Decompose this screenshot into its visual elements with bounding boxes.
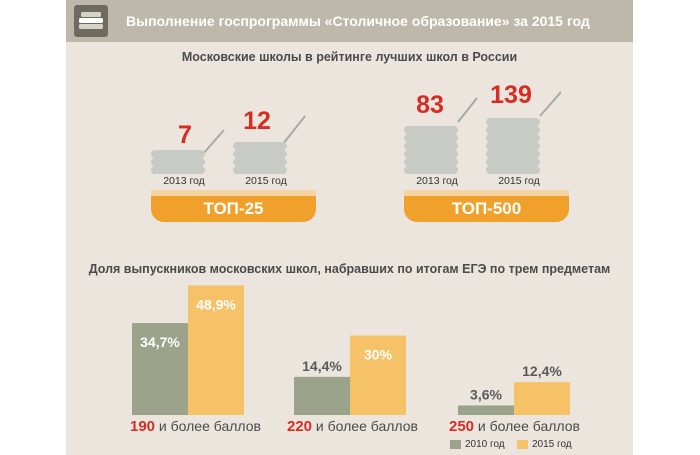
top500-badge: ТОП-500 (404, 196, 569, 222)
rating-section-title: Московские школы в рейтинге лучших школ … (181, 50, 518, 64)
data-label: 34,7% (140, 334, 180, 350)
data-label: 3,6% (470, 386, 502, 402)
year-label: 2013 год (163, 175, 205, 187)
bar-2015-3 (514, 382, 570, 415)
category-text: и более баллов (315, 418, 418, 434)
bar-2015-2 (350, 335, 406, 415)
top500-2013-value: 83 (416, 91, 444, 119)
top25-2015-value: 12 (243, 107, 271, 135)
legend-swatch (517, 439, 528, 449)
book-stack-2013: 7 2013 год (151, 88, 226, 190)
category-label: 220 и более баллов (287, 418, 418, 435)
data-label: 30% (364, 347, 393, 363)
book-stack-2015: 12 2015 год (233, 88, 308, 190)
bar-2015-1 (188, 285, 244, 415)
legend-swatch (450, 439, 461, 449)
category-number: 190 (130, 418, 156, 435)
top25-panel: 7 2013 год 12 2015 год ТОП-25 (151, 88, 316, 224)
bar-2010-2 (294, 376, 350, 415)
chart-title: Доля выпускников московских школ, набрав… (88, 262, 611, 276)
category-text: и более баллов (477, 418, 580, 434)
legend-item-2010: 2010 год (450, 439, 505, 450)
data-label: 12,4% (522, 363, 562, 379)
bar-2010-3 (458, 405, 514, 415)
book-stack-2013: 83 2013 год (404, 88, 479, 190)
book-stack-2015: 139 2015 год (486, 81, 561, 190)
year-label: 2015 год (498, 175, 540, 187)
badge-shelf (404, 190, 569, 196)
top500-2015-value: 139 (490, 81, 532, 109)
badge-shelf (151, 190, 316, 196)
legend-label: 2010 год (465, 439, 505, 450)
category-label: 250 и более баллов (449, 418, 580, 435)
category-label: 190 и более баллов (130, 418, 261, 435)
year-label: 2015 год (245, 175, 287, 187)
year-label: 2013 год (416, 175, 458, 187)
data-label: 14,4% (302, 358, 342, 374)
category-number: 220 (287, 418, 313, 435)
header-bar: Выполнение госпрограммы «Столичное образ… (66, 0, 633, 42)
legend-label: 2015 год (532, 439, 572, 450)
bar-chart: 34,7% 48,9% 14,4% 30% 3,6% 12,4% (132, 285, 570, 415)
category-text: и более баллов (158, 418, 261, 434)
books-icon (74, 5, 108, 37)
bar-2010-1 (132, 323, 188, 415)
top25-badge: ТОП-25 (151, 196, 316, 222)
category-number: 250 (449, 418, 475, 435)
infographic-panel: Выполнение госпрограммы «Столичное образ… (66, 0, 633, 455)
legend-item-2015: 2015 год (517, 439, 572, 450)
top25-2013-value: 7 (178, 121, 192, 149)
top500-panel: 83 2013 год 139 2015 год ТОП-500 (404, 81, 569, 224)
page-title: Выполнение госпрограммы «Столичное образ… (126, 13, 590, 29)
data-label: 48,9% (196, 296, 236, 312)
